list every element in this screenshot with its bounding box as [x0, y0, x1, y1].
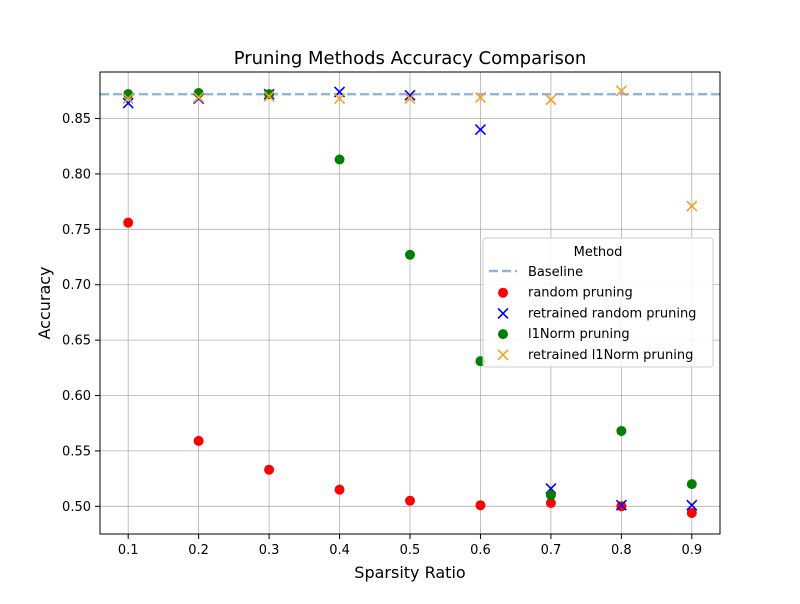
legend-retrained-l1norm-pruning-swatch: [497, 349, 509, 361]
y-tick-label: 0.65: [62, 334, 91, 349]
x-tick-label: 0.2: [188, 543, 209, 558]
x-tick-label: 0.3: [259, 543, 280, 558]
axis-ticks: 0.1 0.2 0.3 0.4 0.5 0.6 0.7 0.8 0.9 0.50 0.55 0.60 0…: [62, 112, 702, 558]
x-tick-label: 0.4: [329, 543, 350, 558]
retrained-random-pruning-point: [615, 499, 627, 511]
retrained-l1norm-pruning-point: [404, 93, 416, 105]
l1norm-pruning-point: [545, 490, 556, 501]
retrained-random-pruning-point: [122, 97, 134, 109]
x-axis-label: Sparsity Ratio: [354, 563, 465, 582]
legend: Method Baseline random pruning retrained r…: [482, 237, 714, 368]
legend-box: [482, 237, 714, 368]
random-pruning-point: [123, 217, 134, 228]
legend-retrained-random-pruning-swatch: [497, 307, 509, 319]
retrained-l1norm-pruning-point: [545, 94, 557, 106]
random-pruning-point: [193, 435, 204, 446]
retrained-l1norm-pruning-point: [686, 200, 698, 212]
x-tick-label: 0.9: [681, 543, 702, 558]
y-tick-label: 0.70: [62, 278, 91, 293]
legend-l1norm-pruning-label: l1Norm pruning: [528, 327, 630, 342]
legend-retrained-l1norm-pruning-label: retrained l1Norm pruning: [528, 348, 693, 363]
retrained-l1norm-pruning-point: [615, 85, 627, 97]
legend-title: Method: [574, 245, 623, 260]
retrained-l1norm-pruning-point: [263, 90, 275, 102]
random-pruning-point: [545, 497, 556, 508]
random-pruning-point: [686, 507, 697, 518]
retrained-random-pruning-point: [404, 89, 416, 101]
l1norm-pruning-point: [616, 425, 627, 436]
random-pruning-point: [475, 500, 486, 511]
retrained-l1norm-pruning-point: [333, 93, 346, 105]
legend-random-pruning-label: random pruning: [528, 286, 633, 301]
random-pruning-point: [405, 495, 415, 506]
retrained-random-pruning-point: [474, 124, 487, 136]
l1norm-pruning-point: [334, 154, 345, 165]
y-tick-label: 0.85: [62, 112, 91, 127]
retrained-random-pruning-point: [686, 499, 698, 511]
y-tick-label: 0.55: [62, 444, 91, 459]
legend-l1norm-pruning-swatch: [498, 329, 508, 340]
l1norm-pruning-point: [264, 89, 275, 100]
y-tick-label: 0.50: [62, 500, 91, 515]
x-tick-label: 0.6: [470, 543, 491, 558]
x-tick-label: 0.7: [541, 543, 562, 558]
y-tick-label: 0.75: [62, 223, 91, 238]
y-axis-label: Accuracy: [35, 266, 54, 339]
l1norm-pruning-point: [686, 479, 697, 490]
legend-random-pruning-swatch: [498, 287, 508, 298]
legend-baseline-label: Baseline: [528, 265, 583, 280]
legend-retrained-random-pruning-label: retrained random pruning: [528, 306, 696, 321]
y-tick-label: 0.60: [62, 389, 91, 404]
x-tick-label: 0.1: [118, 543, 139, 558]
l1norm-pruning-point: [405, 249, 415, 260]
random-pruning-point: [334, 484, 345, 495]
chart-title: Pruning Methods Accuracy Comparison: [234, 48, 587, 69]
y-tick-label: 0.80: [62, 167, 91, 182]
random-pruning-point: [264, 464, 275, 475]
data-points: [122, 85, 698, 518]
retrained-l1norm-pruning-point: [193, 91, 205, 104]
x-tick-label: 0.8: [611, 543, 632, 558]
retrained-l1norm-pruning-point: [474, 91, 487, 104]
legend-items: Baseline random pruning retrained random p…: [489, 265, 696, 363]
x-tick-label: 0.5: [400, 543, 421, 558]
retrained-l1norm-pruning-point: [122, 93, 134, 105]
